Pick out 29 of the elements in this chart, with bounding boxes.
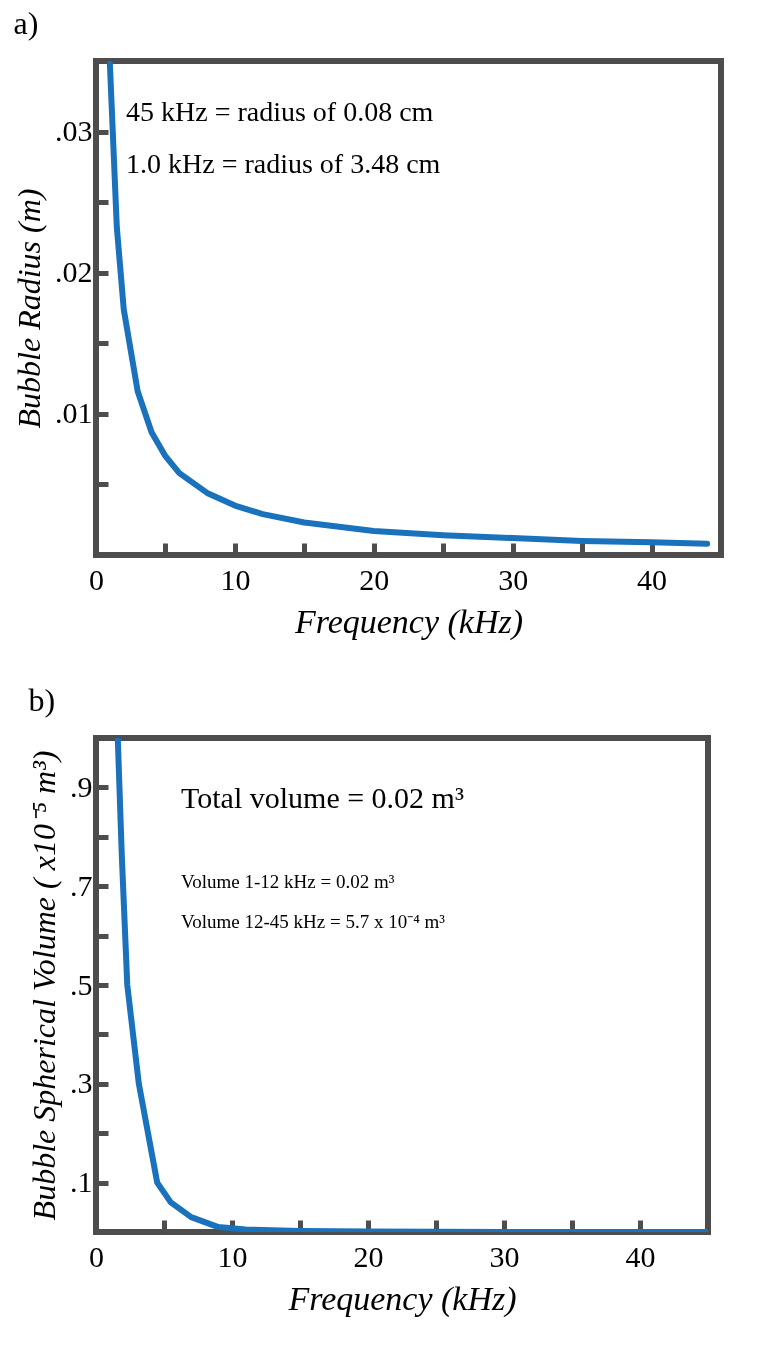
annotation: Total volume = 0.02 m³ [181, 781, 464, 814]
y-tick-label: .9 [70, 769, 93, 803]
x-tick-label: 10 [217, 1239, 248, 1273]
x-tick-label: 20 [353, 1239, 384, 1273]
y-tick-label: .5 [70, 967, 93, 1001]
x-tick-label: 30 [498, 562, 529, 596]
x-tick-label: 30 [489, 1239, 520, 1273]
x-tick-label: 20 [359, 562, 390, 596]
annotation: Volume 1-12 kHz = 0.02 m³ [181, 871, 395, 892]
annotation: 1.0 kHz = radius of 3.48 cm [126, 148, 441, 179]
x-tick-label: 10 [220, 562, 251, 596]
x-tick-label: 0 [89, 562, 104, 596]
annotation: 45 kHz = radius of 0.08 cm [126, 96, 434, 127]
y-tick-label: .01 [55, 396, 93, 430]
y-tick-label: .1 [70, 1165, 93, 1199]
x-tick-label: 0 [89, 1239, 104, 1273]
x-tick-label: 40 [625, 1239, 656, 1273]
x-axis-title: Frequency (kHz) [293, 602, 524, 641]
x-tick-label: 40 [637, 562, 668, 596]
chart-title: a) [13, 5, 39, 41]
y-axis-title: Bubble Radius (m) [11, 188, 47, 429]
x-axis-title: Frequency (kHz) [287, 1279, 517, 1318]
y-tick-label: .02 [55, 255, 93, 289]
y-tick-label: .3 [70, 1066, 93, 1100]
chart-title: b) [28, 682, 56, 718]
annotation: Volume 12-45 kHz = 5.7 x 10⁻⁴ m³ [181, 911, 446, 932]
y-tick-label: .03 [55, 114, 93, 148]
y-tick-label: .7 [70, 868, 93, 902]
y-axis-title: Bubble Spherical Volume ( x10⁻⁵ m³) [26, 750, 62, 1221]
